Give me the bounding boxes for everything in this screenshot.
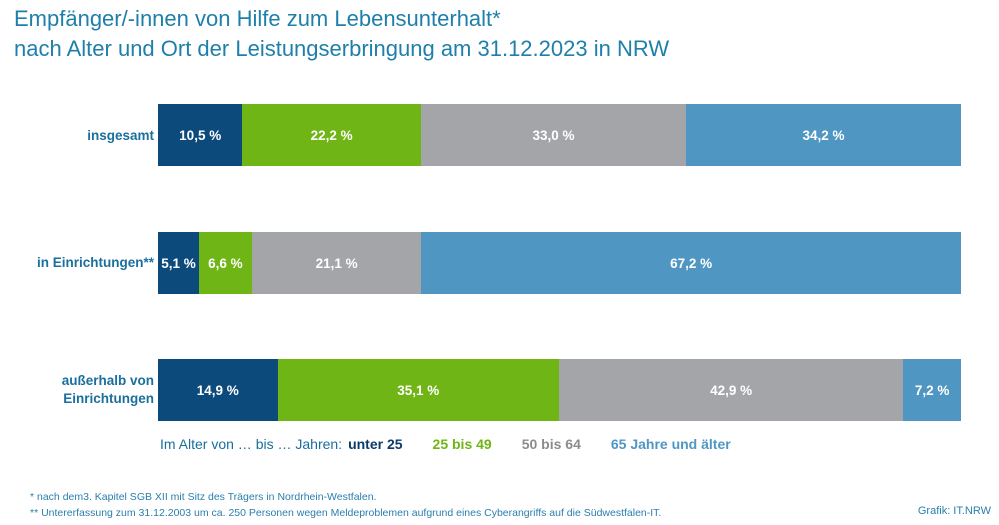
legend-item-unter-25: unter 25 <box>348 436 403 452</box>
bar-segment-unter-25: 5,1 % <box>158 232 199 294</box>
data-label: 67,2 % <box>670 255 713 271</box>
row-label-ausserhalb-line1: außerhalb von <box>61 373 154 388</box>
bar-ausserhalb: 14,9 % 35,1 % 42,9 % 7,2 % <box>158 359 961 421</box>
data-label: 34,2 % <box>802 127 845 143</box>
data-label: 33,0 % <box>532 127 575 143</box>
data-label: 5,1 % <box>161 255 196 271</box>
bar-insgesamt: 10,5 % 22,2 % 33,0 % 34,2 % <box>158 104 961 166</box>
legend-item-65-plus: 65 Jahre und älter <box>610 436 731 452</box>
source-credit: Grafik: IT.NRW <box>917 505 991 517</box>
data-label: 22,2 % <box>310 127 353 143</box>
bar-segment-25-bis-49: 6,6 % <box>198 232 252 294</box>
legend: Im Alter von … bis … Jahren: unter 25 25… <box>160 436 731 452</box>
data-label: 42,9 % <box>710 382 753 398</box>
bar-segment-25-bis-49: 35,1 % <box>277 359 560 421</box>
bar-segment-unter-25: 14,9 % <box>158 359 278 421</box>
bar-segment-25-bis-49: 22,2 % <box>242 104 421 166</box>
footnote-2: ** Untererfassung zum 31.12.2003 um ca. … <box>30 507 662 519</box>
bar-segment-50-bis-64: 42,9 % <box>559 359 904 421</box>
footnotes: * nach dem3. Kapitel SGB XII mit Sitz de… <box>30 489 661 521</box>
row-label-in-einrichtungen: in Einrichtungen** <box>36 255 154 270</box>
row-label-ausserhalb: außerhalb von Einrichtungen <box>0 372 154 408</box>
row-label-ausserhalb-line2: Einrichtungen <box>63 391 154 406</box>
chart-title-line2: nach Alter und Ort der Leistungserbringu… <box>14 36 670 61</box>
data-label: 14,9 % <box>196 382 239 398</box>
row-label-insgesamt: insgesamt <box>87 128 154 143</box>
data-label: 7,2 % <box>914 382 950 398</box>
data-label: 6,6 % <box>208 255 243 271</box>
bar-in-einrichtungen: 5,1 % 6,6 % 21,1 % 67,2 % <box>158 232 961 294</box>
bar-segment-65-plus: 67,2 % <box>421 232 961 294</box>
data-label: 10,5 % <box>179 127 222 143</box>
bar-segment-50-bis-64: 21,1 % <box>251 232 422 294</box>
bar-segment-unter-25: 10,5 % <box>158 104 243 166</box>
chart-title: Empfänger/-innen von Hilfe zum Lebensunt… <box>14 4 669 64</box>
chart-title-line1: Empfänger/-innen von Hilfe zum Lebensunt… <box>14 6 501 31</box>
bar-segment-50-bis-64: 33,0 % <box>420 104 687 166</box>
legend-prefix: Im Alter von … bis … Jahren: <box>160 436 343 452</box>
bar-segment-65-plus: 34,2 % <box>686 104 961 166</box>
legend-item-25-bis-49: 25 bis 49 <box>432 436 492 452</box>
legend-item-50-bis-64: 50 bis 64 <box>521 436 581 452</box>
footnote-1: * nach dem3. Kapitel SGB XII mit Sitz de… <box>30 491 377 503</box>
data-label: 21,1 % <box>315 255 358 271</box>
bar-segment-65-plus: 7,2 % <box>903 359 961 421</box>
data-label: 35,1 % <box>397 382 440 398</box>
